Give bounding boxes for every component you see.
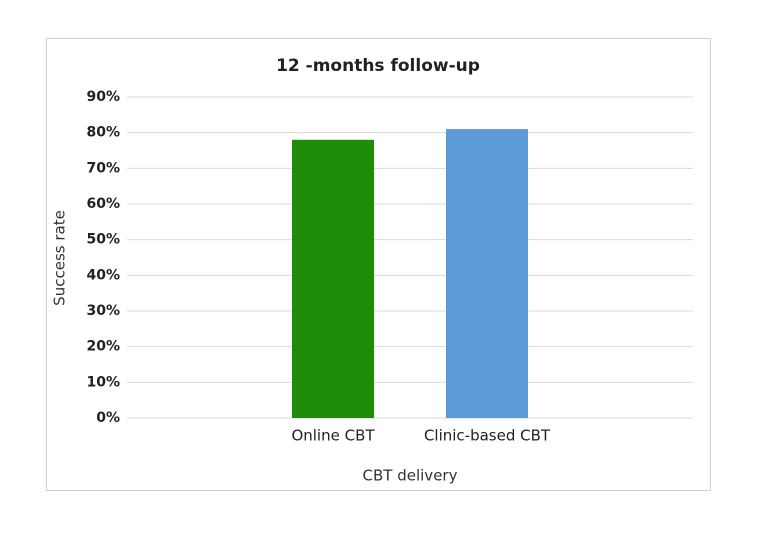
y-tick-label: 70% xyxy=(86,160,120,176)
x-tick-label: Online CBT xyxy=(291,427,375,445)
bar xyxy=(446,129,528,418)
y-tick-label: 60% xyxy=(86,196,120,212)
x-axis-label: CBT delivery xyxy=(363,467,458,485)
y-tick-label: 50% xyxy=(86,232,120,248)
x-tick-label: Clinic-based CBT xyxy=(424,427,551,445)
y-tick-label: 30% xyxy=(86,303,120,319)
bar xyxy=(292,139,374,419)
y-tick-label: 80% xyxy=(86,125,120,141)
y-tick-label: 20% xyxy=(86,339,120,355)
y-axis-label: Success rate xyxy=(51,210,69,306)
chart-title: 12 -months follow-up xyxy=(276,56,480,76)
y-tick-label: 0% xyxy=(96,410,120,426)
y-tick-label: 10% xyxy=(86,374,120,390)
y-tick-label: 90% xyxy=(86,89,120,105)
chart-frame xyxy=(46,38,711,491)
y-tick-label: 40% xyxy=(86,267,120,283)
